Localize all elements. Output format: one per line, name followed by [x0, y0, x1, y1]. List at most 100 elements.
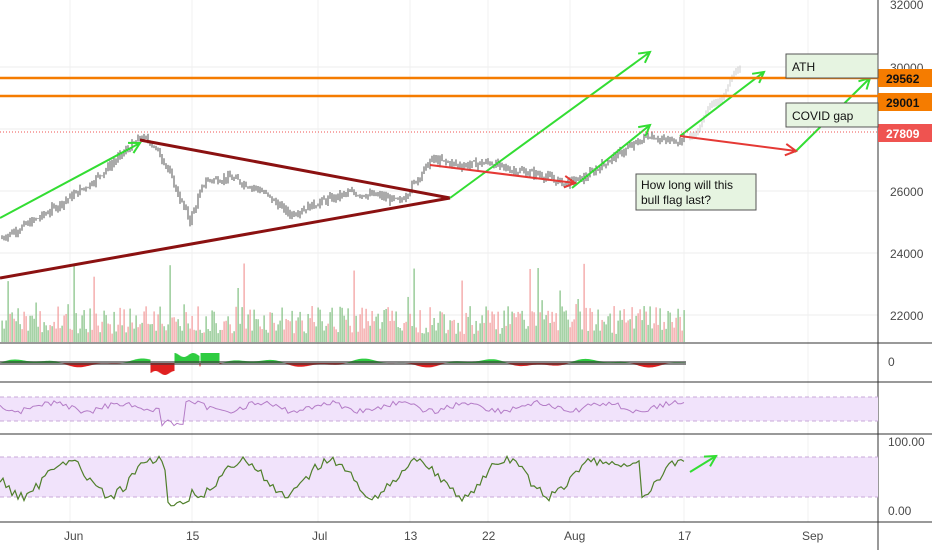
- volume-bar: [275, 330, 277, 342]
- ath-note[interactable]: ATH: [785, 53, 879, 79]
- volume-bar: [175, 321, 177, 342]
- volume-bar: [273, 322, 275, 342]
- volume-bar: [69, 328, 71, 342]
- volume-bar: [627, 320, 629, 342]
- volume-bar: [497, 311, 499, 342]
- volume-bar: [571, 321, 573, 342]
- volume-bar: [89, 308, 91, 342]
- covid-gap-note-text: COVID gap: [792, 109, 854, 123]
- volume-bar: [115, 331, 117, 342]
- volume-bar: [83, 310, 85, 342]
- volume-bar: [607, 316, 609, 342]
- volume-bar: [257, 319, 259, 342]
- stoch-line: [0, 454, 685, 507]
- volume-bar: [425, 327, 427, 342]
- volume-bar: [5, 320, 7, 342]
- volume-bar: [57, 306, 59, 342]
- down-arrow: [679, 135, 797, 152]
- volume-bar: [547, 310, 549, 342]
- rsi-line: [0, 399, 685, 427]
- volume-bar: [213, 311, 215, 342]
- volume-bar: [65, 313, 67, 342]
- volume-bar: [291, 310, 293, 342]
- volume-bar: [309, 318, 311, 342]
- volume-bar: [375, 316, 377, 342]
- volume-bar: [15, 321, 17, 342]
- volume-bar: [587, 330, 589, 342]
- volume-bar: [659, 308, 661, 342]
- volume-bar: [485, 306, 487, 342]
- stoch-path: [0, 454, 685, 507]
- volume-bar: [181, 330, 183, 342]
- volume-bar: [119, 307, 121, 342]
- volume-bar: [493, 314, 495, 342]
- volume-bar: [495, 329, 497, 342]
- volume-bar: [411, 326, 413, 342]
- volume-bar: [289, 321, 291, 342]
- volume-bar: [125, 332, 127, 342]
- volume-bar: [507, 306, 509, 342]
- down-arrow-head: [563, 175, 578, 189]
- volume-bar: [9, 313, 11, 342]
- volume-bar: [97, 325, 99, 342]
- time-tick-label: Jul: [312, 529, 327, 543]
- volume-bar: [555, 313, 557, 342]
- volume-bar: [333, 326, 335, 342]
- volume-bar: [447, 329, 449, 342]
- volume-bar: [45, 325, 47, 342]
- volume-bar: [23, 311, 25, 342]
- volume-bar: [441, 312, 443, 342]
- up-arrow: [449, 164, 496, 199]
- volume-bar: [111, 333, 113, 342]
- down-arrow-head: [784, 143, 799, 157]
- volume-bar: [149, 324, 151, 342]
- volume-bar: [439, 311, 441, 342]
- volume-bar: [623, 309, 625, 342]
- volume-bar: [473, 333, 475, 342]
- bull-flag-note[interactable]: How long will this bull flag last?: [635, 173, 757, 211]
- volume-bar: [353, 270, 355, 342]
- volume-bar: [317, 307, 319, 342]
- volume-bar: [469, 306, 471, 342]
- covid-gap-note[interactable]: COVID gap: [785, 102, 879, 128]
- volume-bar: [259, 326, 261, 342]
- volume-bar: [237, 287, 239, 342]
- volume-bar: [611, 332, 613, 342]
- volume-bar: [29, 315, 31, 342]
- volume-bar: [639, 309, 641, 342]
- volume-bar: [453, 319, 455, 342]
- volume-bar: [217, 333, 219, 342]
- volume-bar: [543, 319, 545, 342]
- volume-bar: [539, 312, 541, 342]
- volume-bar: [161, 323, 163, 342]
- volume-bar: [651, 328, 653, 342]
- volume-bar: [281, 307, 283, 342]
- up-arrow: [494, 51, 651, 166]
- volume-bar: [589, 308, 591, 342]
- volume-bar: [135, 315, 137, 342]
- volume-bar: [581, 329, 583, 342]
- volume-bar: [387, 307, 389, 342]
- volume-bar: [307, 313, 309, 342]
- volume-bar: [585, 307, 587, 342]
- volume-bar: [245, 328, 247, 342]
- volume-bar: [179, 326, 181, 342]
- volume-bar: [605, 324, 607, 342]
- level-badge-bg: [878, 69, 932, 87]
- volume-bar: [321, 321, 323, 342]
- volume-bar: [399, 328, 401, 342]
- volume-bar: [347, 308, 349, 342]
- volume-bar: [55, 328, 57, 342]
- volume-bar: [393, 320, 395, 342]
- bull-flag-note-line: bull flag last?: [641, 193, 711, 207]
- ath-note-text: ATH: [792, 60, 815, 74]
- up-arrow: [679, 71, 765, 137]
- volume-bar: [323, 330, 325, 342]
- volume-bar: [481, 315, 483, 342]
- volume-bar: [77, 333, 79, 342]
- volume-bar: [517, 311, 519, 342]
- volume-bar: [591, 311, 593, 342]
- volume-bar: [21, 329, 23, 342]
- volume-bar: [105, 315, 107, 342]
